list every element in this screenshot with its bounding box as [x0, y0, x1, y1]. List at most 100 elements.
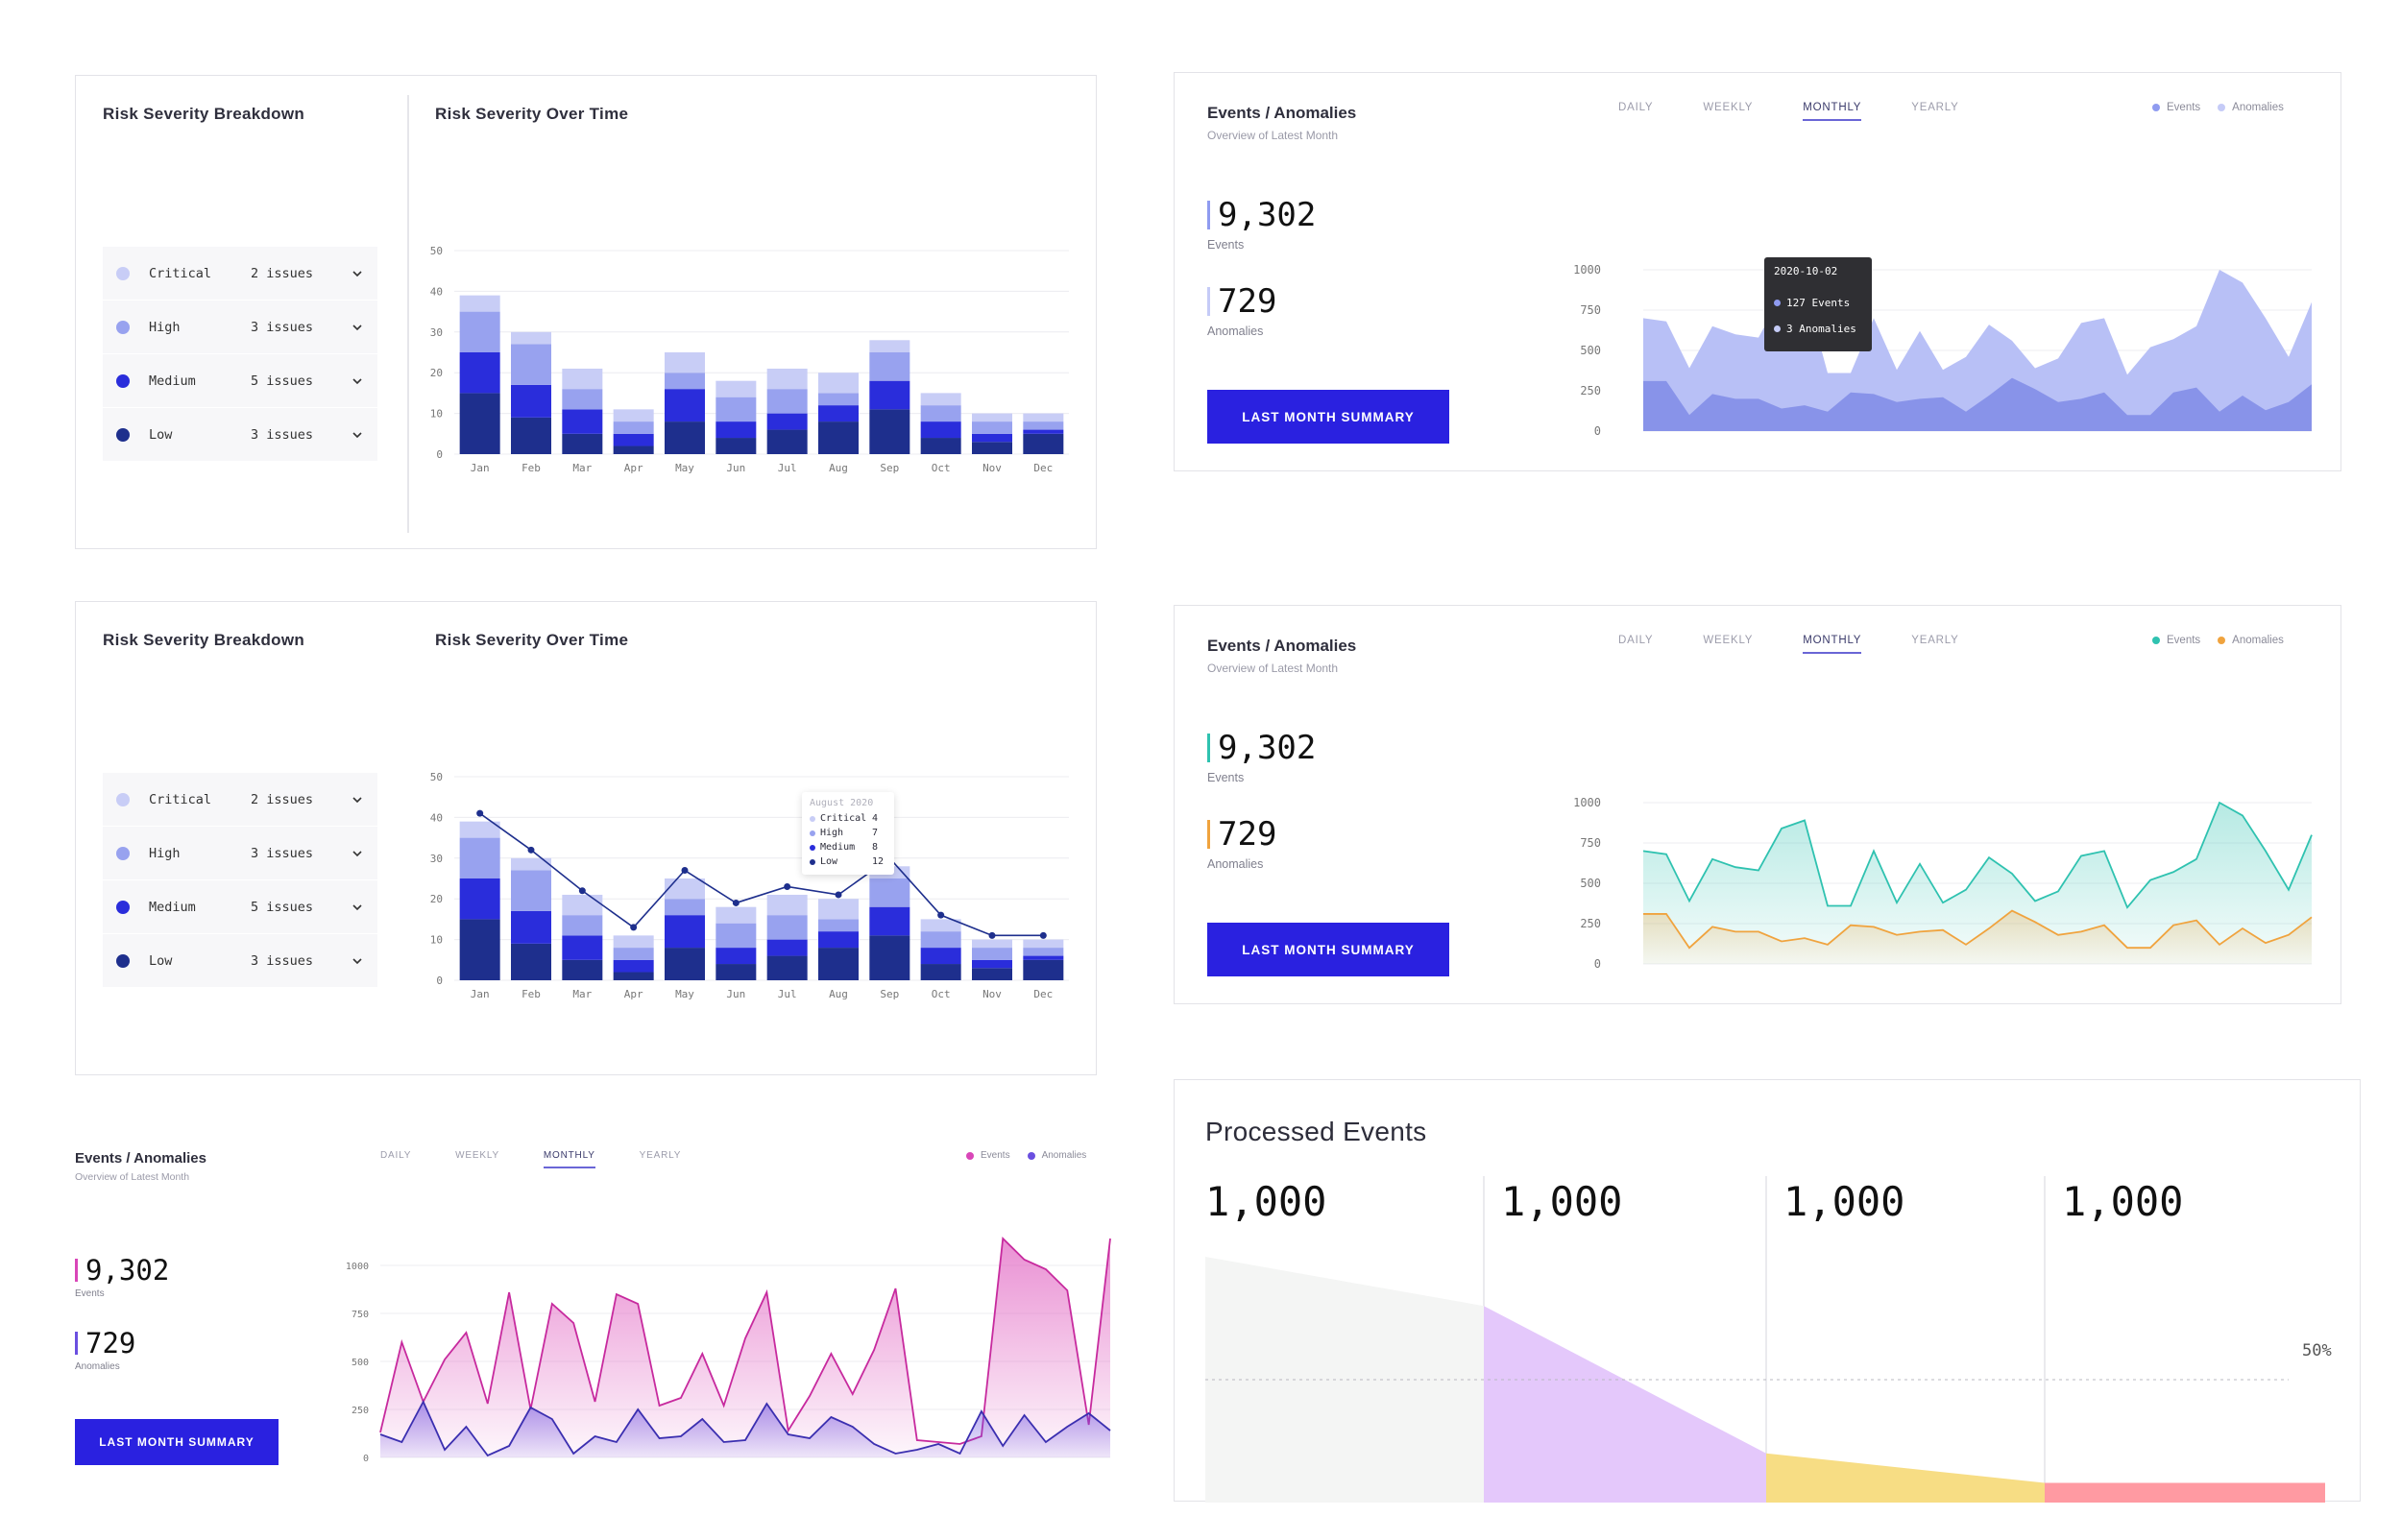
tooltip-value: 8 — [872, 842, 879, 853]
tab-yearly[interactable]: YEARLY — [1911, 102, 1959, 113]
tooltip-value: 12 — [872, 856, 885, 867]
area-events — [380, 1239, 1110, 1457]
bar-segment-high — [1023, 948, 1064, 956]
chevron-down-icon[interactable] — [351, 321, 364, 334]
bar-segment-low — [869, 935, 910, 980]
period-tabs: DAILY WEEKLY MONTHLY YEARLY — [380, 1150, 725, 1168]
severity-row-low[interactable]: Low 3 issues — [103, 934, 377, 988]
anomalies-stat: 729 — [1207, 815, 1276, 854]
severity-row-low[interactable]: Low 3 issues — [103, 408, 377, 462]
x-tick-label: Jun — [726, 462, 745, 474]
tooltip-label: Low — [820, 856, 838, 867]
x-tick-label: May — [675, 462, 694, 474]
x-tick-label: Dec — [1033, 988, 1053, 1000]
severity-list: Critical 2 issues High 3 issues Medium 5… — [103, 247, 377, 462]
events-dot-icon — [2152, 104, 2160, 111]
severity-row-medium[interactable]: Medium 5 issues — [103, 354, 377, 408]
severity-row-high[interactable]: High 3 issues — [103, 301, 377, 354]
bar-segment-medium — [613, 959, 654, 973]
trend-point — [630, 924, 638, 931]
bar-segment-medium — [562, 935, 603, 960]
tab-yearly[interactable]: YEARLY — [639, 1150, 682, 1161]
bar-segment-critical — [459, 821, 500, 838]
x-tick-label: Feb — [521, 462, 541, 474]
bar-segment-critical — [715, 380, 757, 397]
last-month-summary-button[interactable]: LAST MONTH SUMMARY — [1207, 390, 1449, 444]
x-tick-label: Jan — [471, 462, 490, 474]
y-tick-label: 50 — [430, 245, 443, 257]
bar-segment-critical — [766, 894, 808, 916]
bar-segment-low — [613, 972, 654, 980]
bar-segment-low — [562, 433, 603, 454]
severity-row-medium[interactable]: Medium 5 issues — [103, 880, 377, 934]
tab-monthly[interactable]: MONTHLY — [1803, 102, 1862, 121]
trend-point — [937, 911, 945, 919]
tooltip-label: Medium — [820, 842, 856, 853]
legend-anomalies: Anomalies — [2232, 102, 2284, 113]
events-area-chart: 0 250 500 750 1000 — [1573, 796, 2313, 971]
x-tick-label: Jul — [778, 988, 797, 1000]
stat-marker — [75, 1259, 78, 1282]
bar-segment-medium — [972, 959, 1012, 969]
risk-bar-chart: 0 10 20 30 40 50 Jan Feb Mar Apr May Jun Jul Aug Sep Oc… — [430, 245, 1069, 474]
y-tick-label: 0 — [436, 448, 443, 461]
anomalies-value: 729 — [85, 1327, 136, 1360]
tab-weekly[interactable]: WEEKLY — [455, 1150, 499, 1161]
high-dot-icon — [116, 320, 130, 334]
bar-segment-high — [459, 837, 500, 878]
bar-segment-critical — [766, 368, 808, 390]
low-dot-icon — [116, 953, 130, 968]
chevron-down-icon[interactable] — [351, 428, 364, 442]
bar-segment-medium — [715, 948, 757, 965]
tab-daily[interactable]: DAILY — [380, 1150, 412, 1161]
card-title: Events / Anomalies — [1207, 104, 1357, 122]
y-tick-label: 1000 — [1573, 796, 1601, 809]
tab-daily[interactable]: DAILY — [1618, 102, 1654, 113]
severity-count: 3 issues — [251, 426, 314, 443]
chevron-down-icon[interactable] — [351, 954, 364, 968]
y-tick-label: 10 — [430, 408, 443, 421]
stat-marker — [1207, 201, 1210, 229]
y-tick-label: 0 — [1594, 957, 1601, 971]
anomalies-stat: 729 — [75, 1327, 135, 1360]
tooltip-title: August 2020 — [810, 798, 874, 808]
severity-row-critical[interactable]: Critical 2 issues — [103, 773, 377, 827]
chevron-down-icon[interactable] — [351, 374, 364, 388]
tab-daily[interactable]: DAILY — [1618, 635, 1654, 646]
last-month-summary-button[interactable]: LAST MONTH SUMMARY — [75, 1419, 279, 1465]
bar-segment-critical — [459, 295, 500, 312]
bar-segment-high — [511, 344, 551, 385]
bar-segment-critical — [613, 409, 654, 422]
chevron-down-icon[interactable] — [351, 847, 364, 860]
y-tick-label: 0 — [1594, 424, 1601, 438]
x-tick-label: Feb — [521, 988, 541, 1000]
y-tick-label: 750 — [352, 1310, 369, 1320]
tooltip-row: 127 Events — [1774, 297, 1862, 309]
tab-monthly[interactable]: MONTHLY — [543, 1150, 595, 1168]
chart-legend: Events Anomalies — [2135, 102, 2284, 113]
tab-weekly[interactable]: WEEKLY — [1703, 102, 1754, 113]
y-tick-label: 50 — [430, 771, 443, 783]
chevron-down-icon[interactable] — [351, 793, 364, 806]
bar-segment-high — [920, 405, 961, 422]
chevron-down-icon[interactable] — [351, 267, 364, 280]
legend-anomalies: Anomalies — [1041, 1150, 1087, 1161]
tab-weekly[interactable]: WEEKLY — [1703, 635, 1754, 646]
anomalies-dot-icon — [1027, 1151, 1035, 1160]
tab-monthly[interactable]: MONTHLY — [1803, 635, 1862, 654]
trend-point — [988, 931, 996, 939]
low-dot-icon — [116, 427, 130, 442]
chevron-down-icon[interactable] — [351, 901, 364, 914]
severity-row-high[interactable]: High 3 issues — [103, 827, 377, 880]
bar-segment-critical — [665, 352, 705, 373]
bar-segment-high — [562, 915, 603, 936]
tab-yearly[interactable]: YEARLY — [1911, 635, 1959, 646]
severity-row-critical[interactable]: Critical 2 issues — [103, 247, 377, 301]
critical-dot-icon — [116, 266, 130, 280]
low-dot-icon — [810, 858, 815, 865]
anomalies-label: Anomalies — [1207, 857, 1264, 871]
last-month-summary-button[interactable]: LAST MONTH SUMMARY — [1207, 923, 1449, 976]
x-tick-label: Aug — [829, 462, 848, 474]
y-tick-label: 250 — [1580, 917, 1601, 930]
anomalies-stat: 729 — [1207, 282, 1276, 321]
